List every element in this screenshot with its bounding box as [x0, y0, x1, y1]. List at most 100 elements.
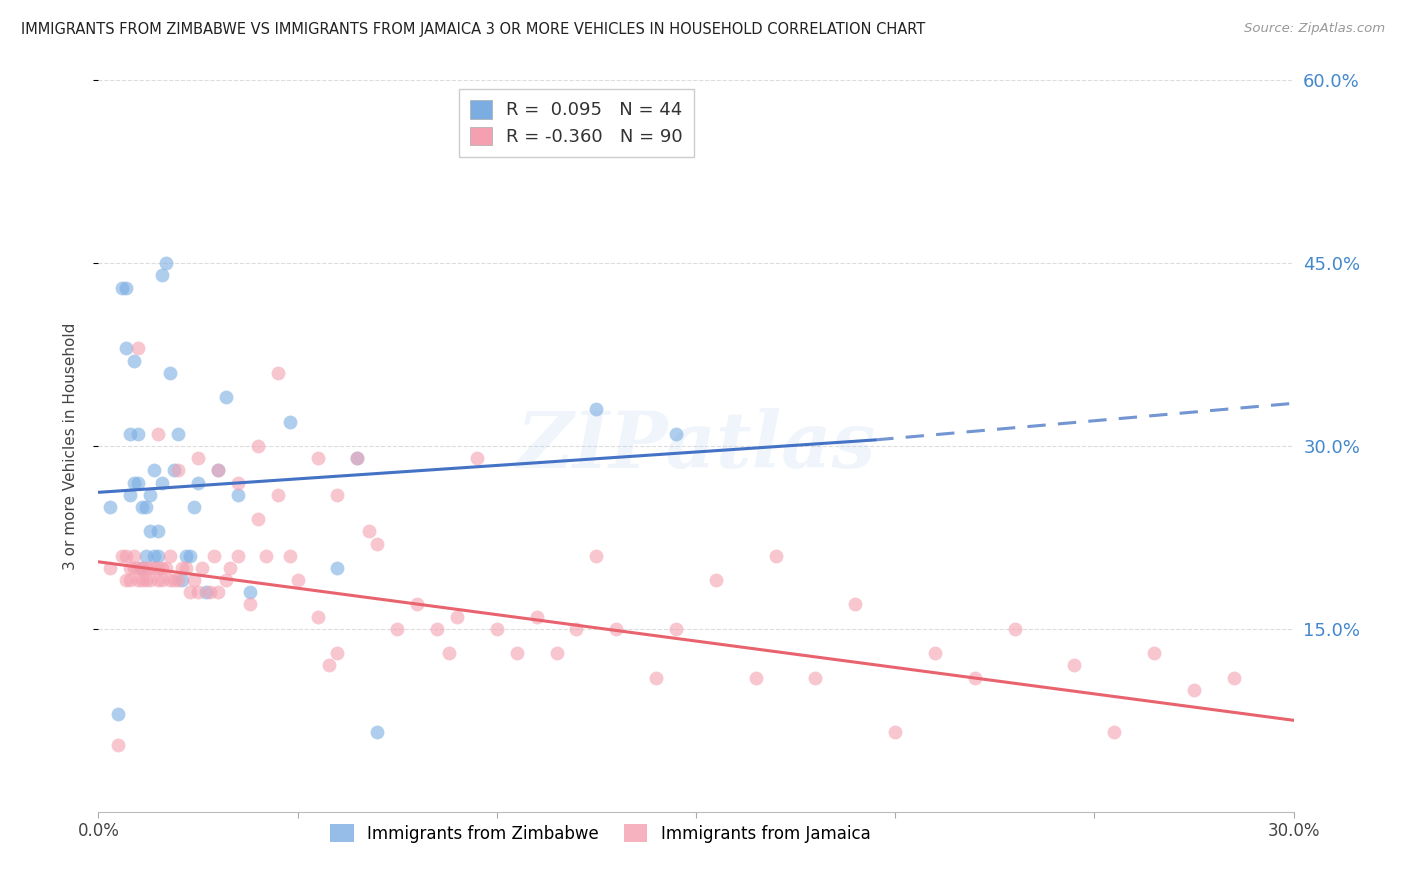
Point: [127, 342, 149, 356]
Point: [267, 366, 290, 380]
Point: [143, 463, 166, 477]
Point: [139, 573, 162, 587]
Point: [287, 573, 309, 587]
Point: [163, 573, 186, 587]
Point: [307, 609, 329, 624]
Point: [1182, 682, 1205, 697]
Text: IMMIGRANTS FROM ZIMBABWE VS IMMIGRANTS FROM JAMAICA 3 OR MORE VEHICLES IN HOUSEH: IMMIGRANTS FROM ZIMBABWE VS IMMIGRANTS F…: [21, 22, 925, 37]
Point: [207, 585, 229, 599]
Point: [359, 524, 381, 539]
Point: [187, 585, 209, 599]
Point: [127, 426, 149, 441]
Point: [226, 549, 249, 563]
Point: [131, 561, 153, 575]
Point: [159, 549, 181, 563]
Point: [506, 646, 529, 660]
Point: [437, 646, 460, 660]
Point: [406, 598, 429, 612]
Point: [219, 561, 242, 575]
Point: [111, 549, 134, 563]
Point: [485, 134, 508, 148]
Point: [924, 646, 946, 660]
Point: [426, 622, 449, 636]
Point: [131, 573, 153, 587]
Point: [179, 549, 201, 563]
Point: [844, 598, 866, 612]
Point: [195, 585, 218, 599]
Point: [127, 561, 149, 575]
Point: [159, 366, 181, 380]
Point: [135, 561, 157, 575]
Point: [127, 475, 149, 490]
Point: [704, 573, 727, 587]
Point: [246, 439, 269, 453]
Point: [131, 561, 153, 575]
Point: [115, 280, 138, 294]
Point: [139, 524, 162, 539]
Point: [124, 561, 146, 575]
Point: [585, 402, 607, 417]
Point: [226, 488, 249, 502]
Point: [745, 671, 768, 685]
Point: [366, 725, 388, 739]
Point: [179, 585, 201, 599]
Point: [98, 500, 122, 514]
Point: [111, 280, 134, 294]
Point: [605, 622, 627, 636]
Point: [465, 451, 488, 466]
Point: [148, 549, 170, 563]
Point: [585, 549, 607, 563]
Point: [120, 573, 142, 587]
Point: [765, 549, 787, 563]
Point: [546, 646, 568, 660]
Point: [307, 451, 329, 466]
Point: [172, 573, 194, 587]
Point: [115, 549, 138, 563]
Point: [884, 725, 907, 739]
Point: [143, 561, 166, 575]
Point: [565, 622, 588, 636]
Point: [207, 463, 229, 477]
Point: [167, 463, 190, 477]
Point: [198, 585, 221, 599]
Point: [143, 549, 166, 563]
Point: [115, 573, 138, 587]
Point: [278, 415, 301, 429]
Point: [215, 573, 238, 587]
Point: [183, 500, 205, 514]
Point: [645, 671, 668, 685]
Point: [150, 573, 173, 587]
Point: [254, 549, 277, 563]
Point: [167, 426, 190, 441]
Text: Source: ZipAtlas.com: Source: ZipAtlas.com: [1244, 22, 1385, 36]
Point: [124, 549, 146, 563]
Point: [326, 561, 349, 575]
Point: [187, 475, 209, 490]
Point: [163, 463, 186, 477]
Point: [120, 561, 142, 575]
Point: [172, 561, 194, 575]
Point: [665, 426, 688, 441]
Point: [446, 609, 468, 624]
Point: [246, 512, 269, 526]
Legend: Immigrants from Zimbabwe, Immigrants from Jamaica: Immigrants from Zimbabwe, Immigrants fro…: [322, 816, 879, 851]
Point: [207, 463, 229, 477]
Point: [183, 573, 205, 587]
Point: [346, 451, 368, 466]
Point: [665, 622, 688, 636]
Point: [1223, 671, 1246, 685]
Point: [239, 598, 262, 612]
Point: [150, 561, 173, 575]
Point: [187, 451, 209, 466]
Point: [150, 268, 173, 283]
Point: [139, 561, 162, 575]
Point: [326, 488, 349, 502]
Point: [139, 488, 162, 502]
Point: [135, 500, 157, 514]
Point: [804, 671, 827, 685]
Point: [148, 426, 170, 441]
Point: [124, 475, 146, 490]
Point: [155, 561, 177, 575]
Point: [155, 256, 177, 270]
Point: [346, 451, 368, 466]
